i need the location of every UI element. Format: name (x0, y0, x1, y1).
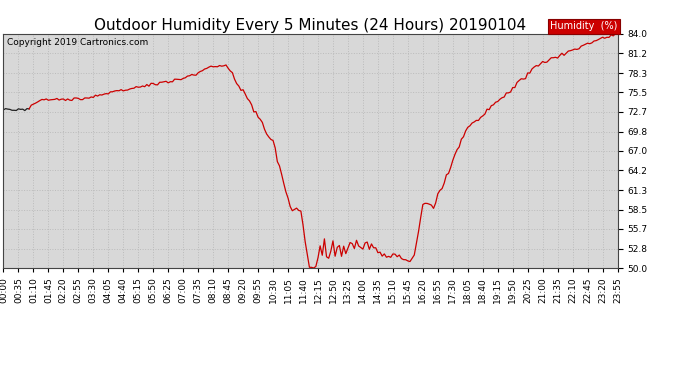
Text: Copyright 2019 Cartronics.com: Copyright 2019 Cartronics.com (6, 39, 148, 48)
Text: Humidity  (%): Humidity (%) (550, 21, 618, 32)
Title: Outdoor Humidity Every 5 Minutes (24 Hours) 20190104: Outdoor Humidity Every 5 Minutes (24 Hou… (95, 18, 526, 33)
